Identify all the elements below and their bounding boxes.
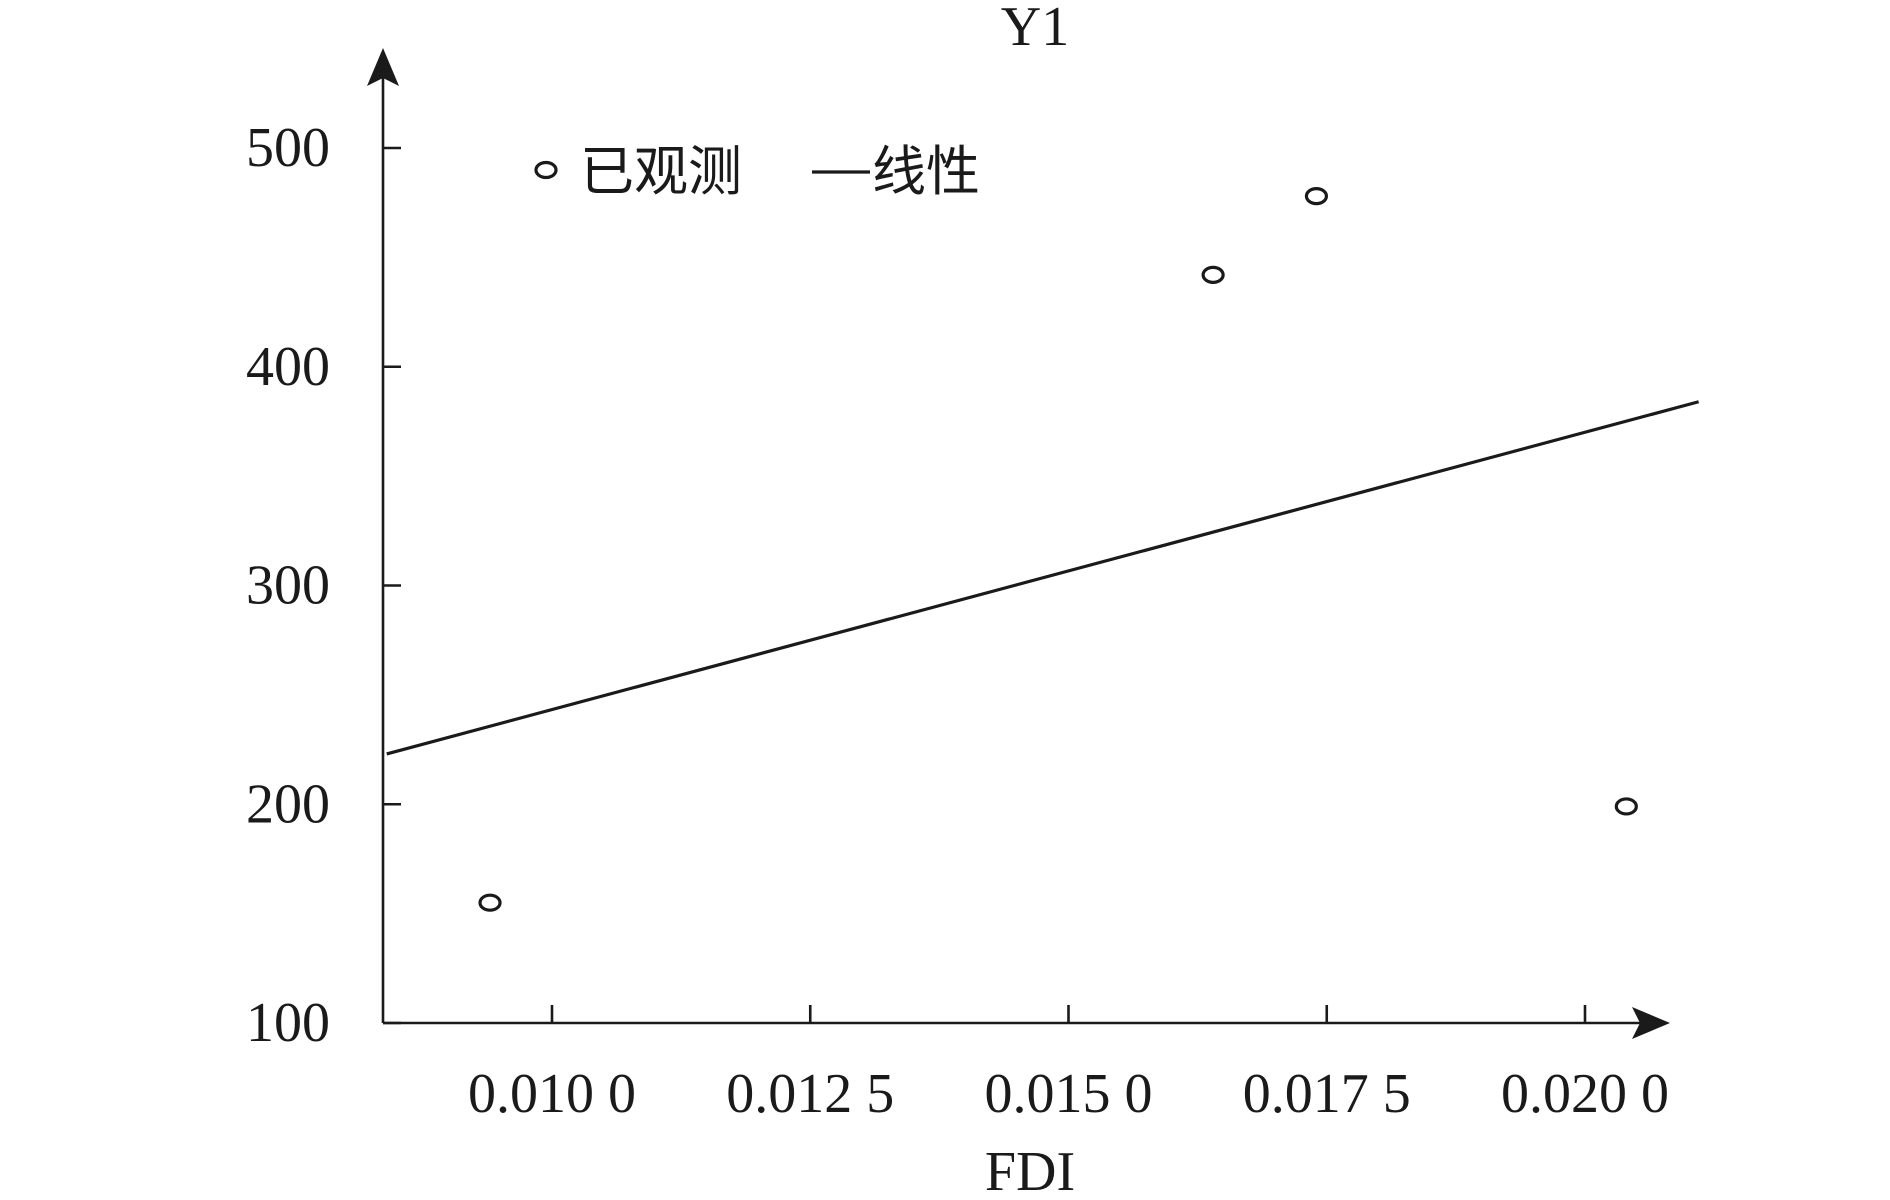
x-tick-label: 0.017 5 bbox=[1243, 1063, 1411, 1125]
x-tick-label: 0.012 5 bbox=[726, 1063, 894, 1125]
y-tick-label: 100 bbox=[246, 992, 330, 1054]
x-tick-label: 0.010 0 bbox=[468, 1063, 636, 1125]
y-tick-label: 400 bbox=[246, 336, 330, 398]
x-ticks: 0.010 0 0.012 5 0.015 0 0.017 5 0.020 0 bbox=[468, 1005, 1669, 1125]
legend-linear-label: 线性 bbox=[872, 140, 980, 203]
y-tick-label: 500 bbox=[246, 117, 330, 179]
y-tick-label: 200 bbox=[246, 773, 330, 835]
legend-observed-label: 已观测 bbox=[580, 140, 742, 203]
linear-fit-line bbox=[386, 400, 1700, 756]
x-axis-arrow bbox=[1632, 1007, 1670, 1039]
axes bbox=[367, 48, 1670, 1039]
chart-title: Y1 bbox=[1001, 0, 1069, 58]
legend-observed-marker bbox=[534, 160, 558, 180]
data-point bbox=[1304, 187, 1329, 206]
x-axis-title: FDI bbox=[985, 1141, 1075, 1200]
y-tick-label: 300 bbox=[246, 555, 330, 617]
data-point bbox=[1614, 797, 1638, 816]
points-group bbox=[478, 187, 1638, 912]
x-tick-label: 0.020 0 bbox=[1501, 1063, 1669, 1125]
x-tick-label: 0.015 0 bbox=[985, 1063, 1153, 1125]
fit-line-group bbox=[386, 400, 1700, 756]
data-point bbox=[478, 893, 502, 912]
legend: 已观测 线性 bbox=[534, 140, 980, 203]
y-ticks: 100 200 300 400 500 bbox=[246, 117, 401, 1054]
data-point bbox=[1201, 265, 1225, 284]
y-axis-arrow bbox=[367, 48, 399, 86]
